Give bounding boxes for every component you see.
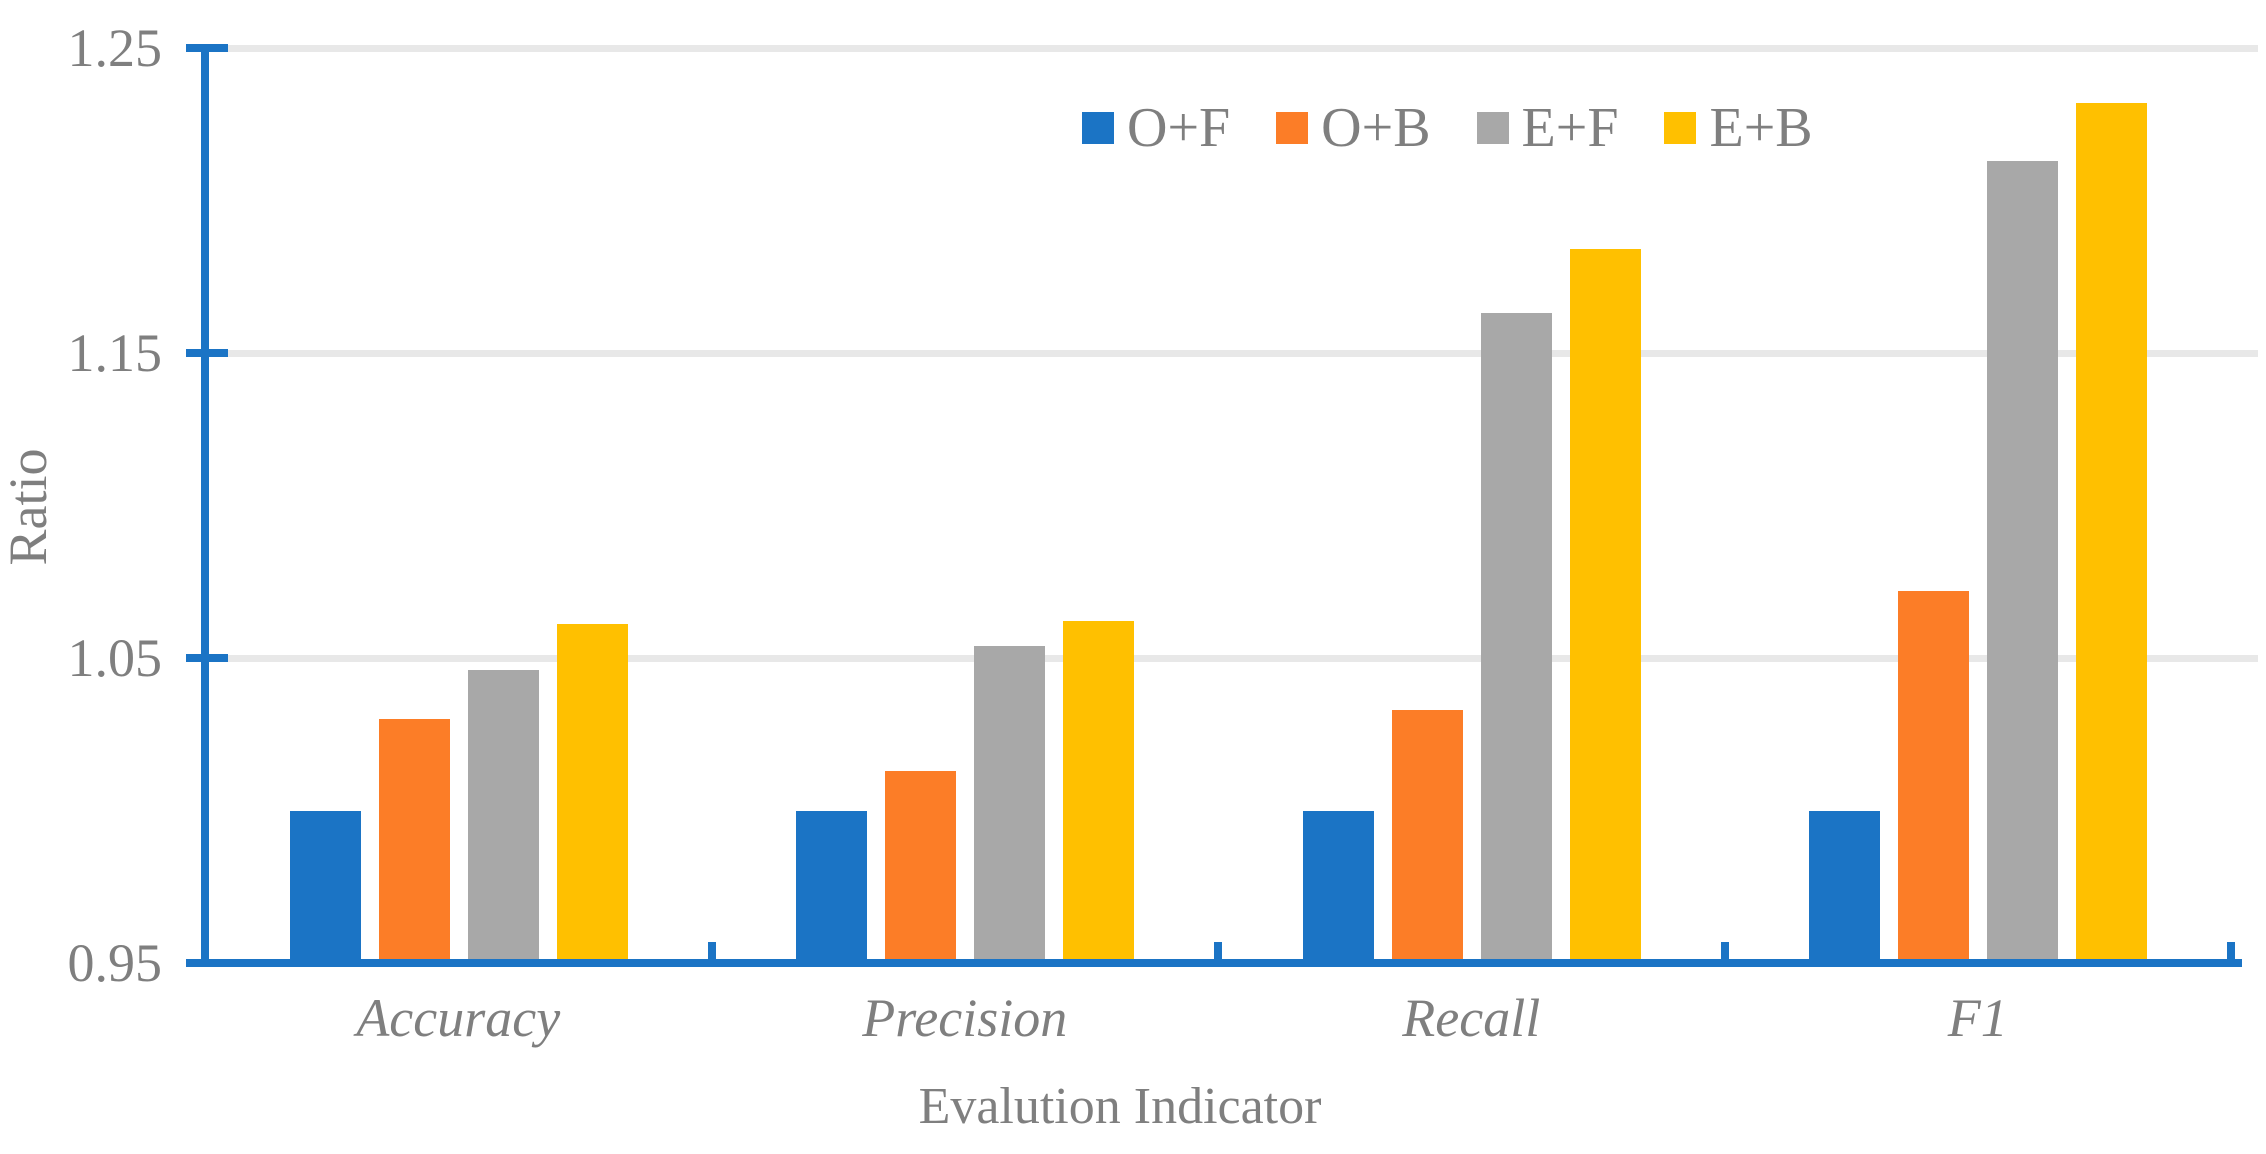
bar-O+F-Accuracy [289,810,361,963]
gridline [227,349,2258,357]
legend-label: O+F [1127,97,1231,159]
x-axis-tick [1720,942,1729,959]
x-category-label: F1 [1947,988,2008,1048]
x-axis-tick [2227,942,2235,959]
x-category-label: Accuracy [356,988,561,1048]
legend-swatch-icon [1664,112,1697,144]
x-axis-line [186,959,2242,967]
y-axis-line [201,44,209,967]
bar-O+B-F1 [1898,590,1969,963]
y-axis-tick [186,654,228,662]
y-tick-label: 1.25 [67,18,163,78]
bar-E+F-Precision [974,645,1045,963]
bar-E+B-Precision [1063,621,1134,963]
legend-swatch-icon [1082,112,1114,144]
bar-E+F-Accuracy [467,670,539,963]
x-axis-tick [1214,942,1222,959]
y-tick-label: 1.15 [67,323,163,383]
bar-O+B-Recall [1391,709,1463,963]
bar-O+F-Recall [1302,810,1374,963]
x-axis-tick [707,942,716,959]
legend-swatch-icon [1476,112,1509,144]
legend-label: E+B [1709,97,1813,159]
y-axis-title: Ratio [0,448,58,566]
bar-O+F-Precision [796,810,867,963]
bar-E+F-Recall [1480,313,1552,963]
x-category-label: Precision [862,988,1068,1048]
y-tick-label: 0.95 [67,933,163,993]
x-category-label: Recall [1402,988,1541,1048]
x-axis-title: Evalution Indicator [918,1078,1322,1135]
y-axis-tick [186,349,228,357]
bar-O+B-Accuracy [378,719,450,963]
bar-O+F-F1 [1809,810,1880,963]
legend-label: O+B [1321,97,1431,159]
bar-E+B-Accuracy [556,624,628,963]
legend-item: E+F [1476,97,1619,159]
y-axis-tick [186,44,228,52]
gridline [227,44,2258,52]
legend-swatch-icon [1276,112,1309,144]
legend: O+F O+B E+F E+B [1082,98,1813,158]
legend-item: O+F [1082,98,1230,158]
legend-item: E+B [1664,97,1813,159]
bar-E+B-Recall [1569,249,1641,963]
bar-O+B-Precision [885,770,956,963]
bar-E+B-F1 [2076,102,2147,963]
legend-label: E+F [1521,97,1619,159]
bar-E+F-F1 [1987,160,2058,963]
legend-item: O+B [1276,97,1431,159]
gridline [227,654,2258,662]
y-tick-label: 1.05 [67,628,163,688]
